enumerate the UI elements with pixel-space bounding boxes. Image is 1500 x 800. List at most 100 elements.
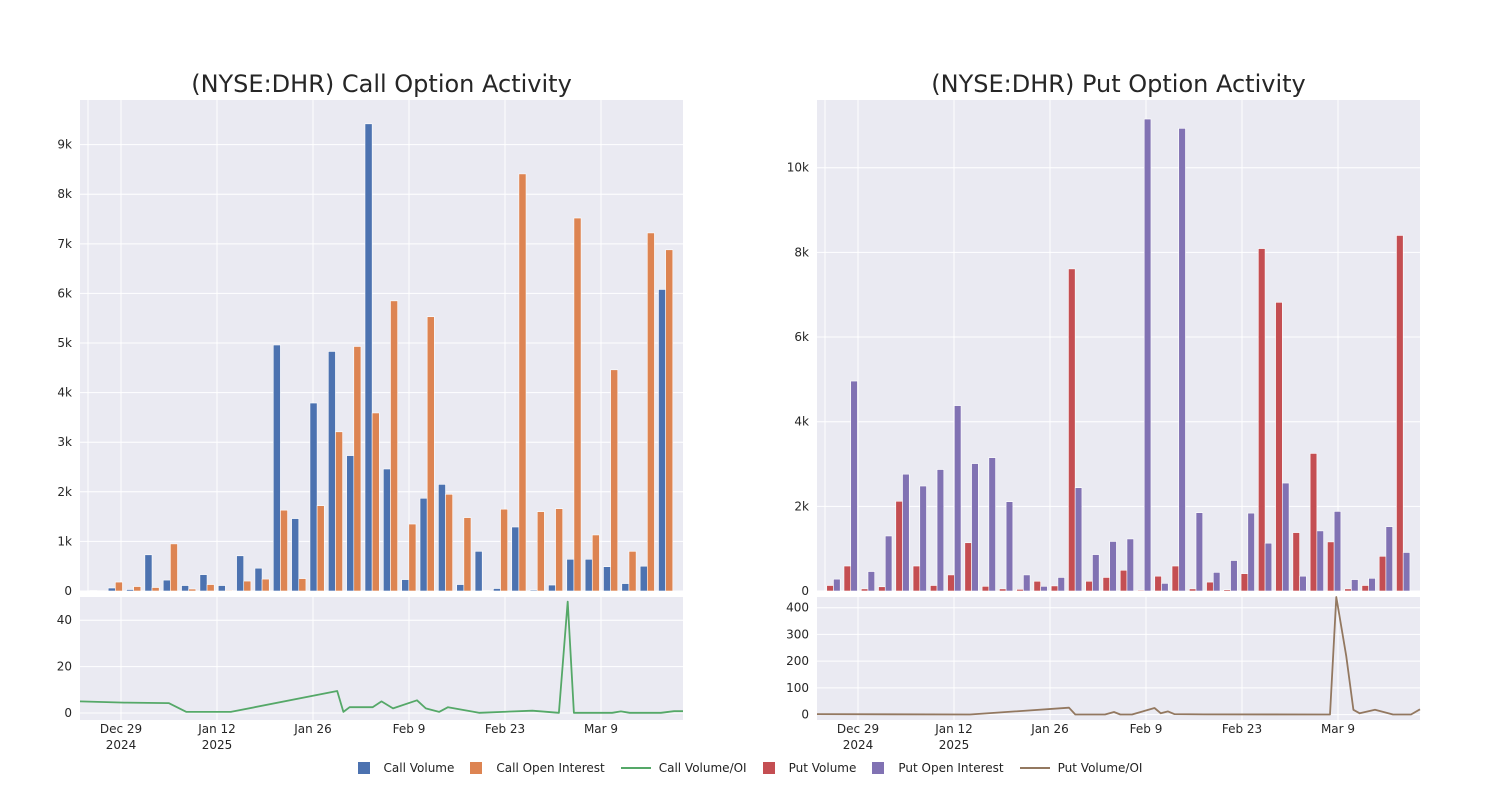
bar — [1212, 572, 1221, 592]
bar — [390, 300, 398, 592]
bar — [1309, 453, 1318, 592]
bar — [1333, 511, 1342, 592]
bar — [1137, 589, 1145, 592]
x-tick-label: Jan 26 — [293, 722, 332, 736]
bar — [1361, 585, 1369, 592]
bar — [954, 405, 962, 592]
x-tick-label: Feb 9 — [1130, 722, 1163, 736]
legend-item-call-volume: Call Volume — [357, 761, 454, 775]
bar — [902, 473, 910, 592]
bar — [408, 523, 417, 592]
legend-item-put-ratio: Put Volume/OI — [1019, 761, 1142, 775]
bar — [930, 585, 938, 592]
bar — [1368, 577, 1376, 592]
series-call-open-interest — [96, 173, 674, 592]
bar — [1195, 512, 1204, 592]
bar — [895, 500, 903, 592]
bar — [1396, 235, 1404, 592]
bar — [126, 589, 134, 592]
bar — [335, 431, 343, 592]
bar — [548, 584, 556, 592]
bar — [254, 567, 263, 592]
bar — [511, 526, 520, 592]
y-tick-label: 4k — [794, 415, 809, 429]
figure-legend: Call Volume Call Open Interest Call Volu… — [0, 756, 1500, 780]
bar — [628, 551, 637, 592]
bar — [603, 566, 611, 592]
bar — [1068, 268, 1076, 592]
y-tick-label: 300 — [786, 627, 809, 641]
x-tick-date: Feb 23 — [1222, 722, 1262, 736]
plot-area — [80, 100, 683, 591]
bar — [298, 578, 307, 592]
bar — [236, 555, 245, 592]
series-put-volume — [826, 235, 1404, 592]
bar — [1299, 575, 1307, 592]
y-tick-label: 6k — [57, 286, 72, 300]
bar — [988, 457, 996, 592]
x-tick-year: 2025 — [202, 738, 233, 752]
bar — [217, 585, 226, 592]
bar — [272, 344, 281, 592]
bar — [1344, 588, 1352, 592]
bar — [463, 517, 472, 592]
bar — [1057, 577, 1065, 592]
bar — [1102, 577, 1110, 592]
bar — [1005, 501, 1014, 592]
bar — [1050, 585, 1059, 592]
x-tick-date: Dec 29 — [837, 722, 879, 736]
bar — [646, 232, 655, 592]
bar — [981, 586, 990, 592]
bar — [1282, 482, 1290, 592]
bar — [133, 586, 142, 592]
x-tick-label: Dec 29 2024 — [100, 722, 142, 752]
x-tick-date: Jan 26 — [1030, 722, 1069, 736]
bar — [1161, 583, 1169, 592]
ratio-subplot: 0 100 200 300 400 — [786, 596, 1421, 722]
y-tick-label: 2k — [794, 499, 809, 513]
series-call-volume-oi — [79, 600, 683, 714]
bar — [1033, 580, 1041, 592]
y-tick-label: 0 — [801, 708, 809, 722]
bar — [280, 509, 288, 592]
x-tick-label: Feb 23 — [1222, 722, 1262, 736]
bar — [573, 217, 582, 592]
bar — [584, 558, 593, 592]
bar — [1385, 526, 1393, 592]
put-ratio-swatch — [1019, 767, 1050, 769]
put-chart: (NYSE:DHR) Put Option Activity 0 2k 4k 6k 8k 1… — [786, 70, 1421, 752]
bar — [371, 412, 380, 592]
x-tick-date: Jan 12 — [934, 722, 973, 736]
bar — [555, 508, 564, 592]
bar — [621, 583, 630, 592]
x-tick-label: Feb 23 — [485, 722, 525, 736]
bar — [884, 535, 893, 592]
x-tick-label: Jan 12 2025 — [934, 722, 973, 752]
call-chart: (NYSE:DHR) Call Option Activity 0 1k 2k 3k 4k… — [57, 70, 683, 752]
x-tick-year: 2025 — [939, 738, 970, 752]
bar — [665, 249, 674, 592]
bar — [964, 542, 972, 592]
bar — [566, 558, 575, 592]
put-oi-swatch — [872, 762, 885, 774]
series-put-open-interest — [833, 118, 1411, 592]
bar — [529, 589, 538, 592]
bar — [493, 588, 501, 592]
x-tick-label: Jan 26 — [1030, 722, 1069, 736]
legend-item-call-open-interest: Call Open Interest — [470, 761, 605, 775]
bar — [500, 508, 508, 592]
bar — [1171, 565, 1180, 592]
x-tick-year: 2024 — [843, 738, 874, 752]
legend-label: Call Volume/OI — [658, 761, 747, 775]
bar — [1023, 574, 1031, 592]
call-ratio-swatch — [620, 767, 651, 769]
bar — [327, 351, 336, 592]
x-tick-date: Jan 12 — [197, 722, 236, 736]
bar — [438, 484, 446, 592]
y-tick-label: 400 — [786, 601, 809, 615]
bar — [826, 585, 834, 592]
bar — [1109, 541, 1117, 592]
bar — [867, 571, 876, 592]
bar — [1085, 580, 1093, 592]
call-oi-swatch — [470, 762, 483, 774]
